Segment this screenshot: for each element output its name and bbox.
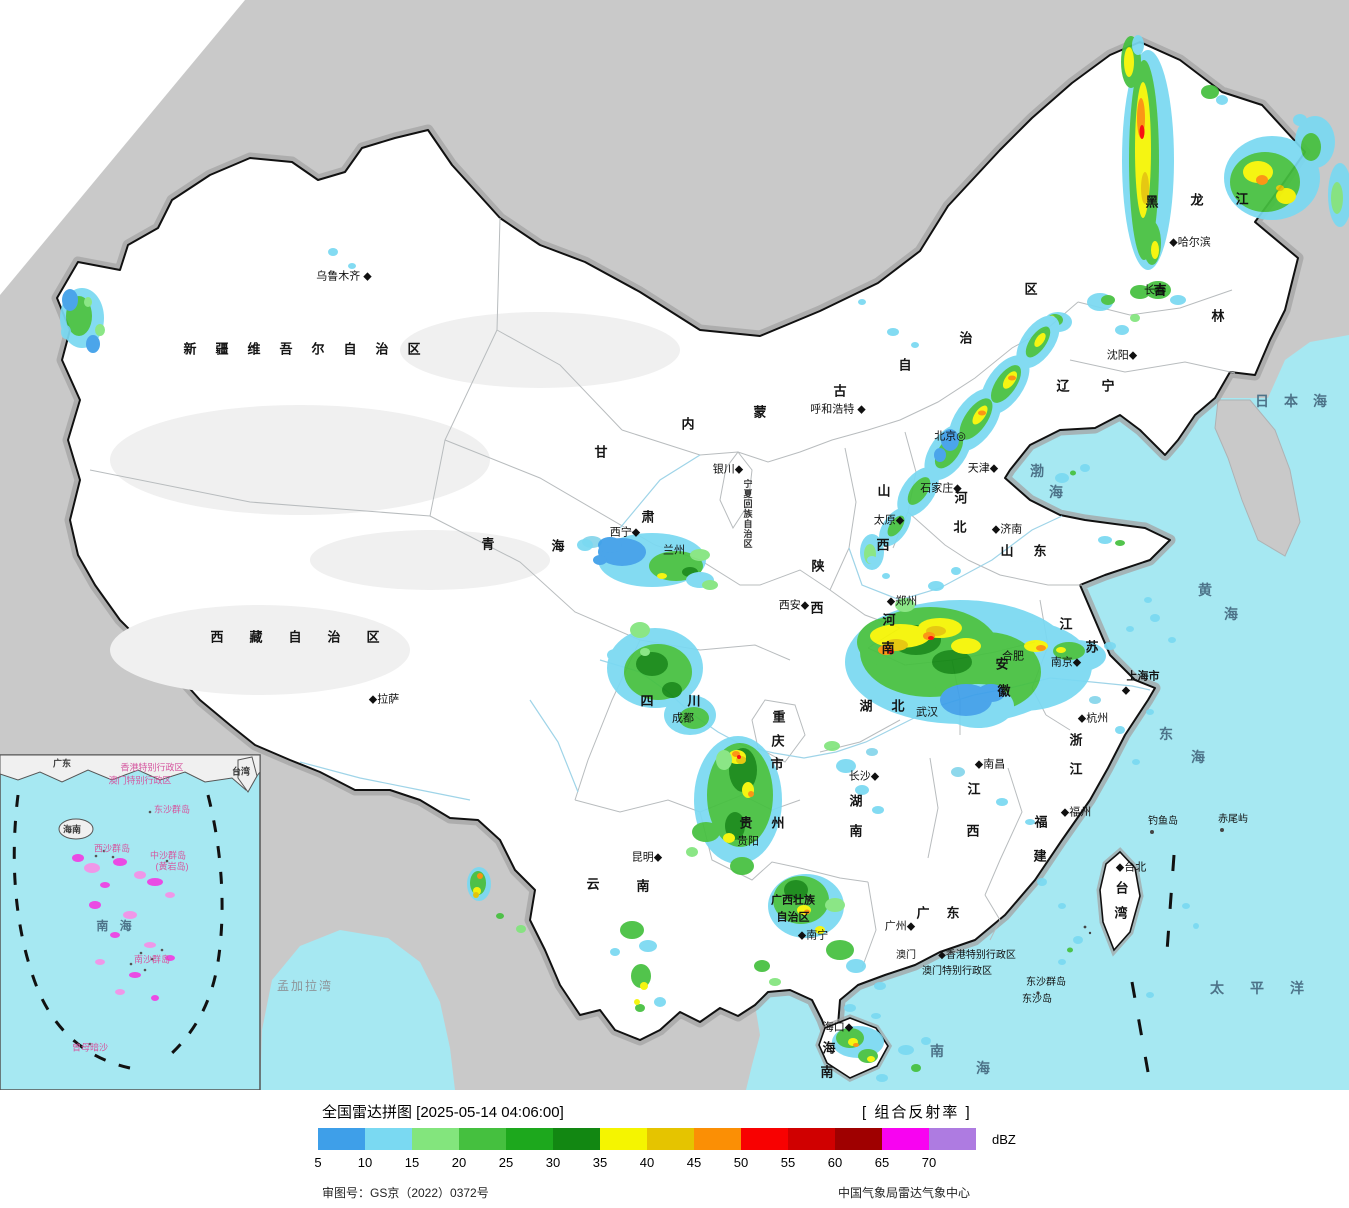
legend-color-block bbox=[506, 1128, 553, 1150]
legend-swatch-10: 10 bbox=[358, 1128, 412, 1170]
legend-value: 40 bbox=[639, 1155, 655, 1170]
legend-swatch-20: 20 bbox=[452, 1128, 506, 1170]
bay-of-bengal bbox=[260, 930, 455, 1090]
legend-color-block bbox=[741, 1128, 788, 1150]
legend-color-block bbox=[929, 1128, 976, 1150]
sea-area bbox=[260, 335, 1349, 1090]
legend-swatch-5: 5 bbox=[314, 1128, 365, 1170]
base-map bbox=[0, 0, 1349, 1090]
color-scale: 5 10 15 20 25 30 35 40 45 50 55 60 65 70 bbox=[314, 1128, 976, 1170]
legend-swatch-55: 55 bbox=[781, 1128, 835, 1170]
legend-value: 60 bbox=[827, 1155, 843, 1170]
inset-radar-echoes bbox=[72, 854, 175, 1001]
legend-color-block bbox=[788, 1128, 835, 1150]
legend-value: 55 bbox=[780, 1155, 796, 1170]
legend-value: 10 bbox=[357, 1155, 373, 1170]
inset-nine-dash-line bbox=[12, 794, 224, 1070]
small-islands bbox=[1036, 828, 1224, 995]
map-title: 全国雷达拼图 [2025-05-14 04:06:00] bbox=[322, 1104, 564, 1121]
legend-swatch-40: 40 bbox=[640, 1128, 694, 1170]
legend-swatch-25: 25 bbox=[499, 1128, 553, 1170]
legend-color-block bbox=[600, 1128, 647, 1150]
south-china-sea-inset bbox=[0, 754, 261, 1090]
legend-value: 25 bbox=[498, 1155, 514, 1170]
taiwan-island bbox=[1096, 847, 1144, 957]
legend-swatch-45: 45 bbox=[687, 1128, 741, 1170]
legend-color-block bbox=[835, 1128, 882, 1150]
legend-swatch-65: 65 bbox=[875, 1128, 929, 1170]
legend-color-block bbox=[647, 1128, 694, 1150]
legend-swatch-70: 70 bbox=[922, 1128, 976, 1170]
legend-value: 70 bbox=[921, 1155, 937, 1170]
unit-label: dBZ bbox=[992, 1132, 1016, 1147]
radar-echoes bbox=[60, 35, 1349, 1082]
legend-bar: 全国雷达拼图 [2025-05-14 04:06:00] [ 组合反射率 ] 5… bbox=[0, 1090, 1349, 1208]
legend-color-block bbox=[694, 1128, 741, 1150]
legend-swatch-60: 60 bbox=[828, 1128, 882, 1170]
inset-islands bbox=[88, 810, 169, 1046]
map-approval-number: 审图号：GS京（2022）0372号 bbox=[322, 1186, 489, 1200]
legend-swatch-30: 30 bbox=[546, 1128, 600, 1170]
legend-swatch-35: 35 bbox=[593, 1128, 647, 1170]
product-name: [ 组合反射率 ] bbox=[862, 1104, 972, 1121]
legend-color-block bbox=[412, 1128, 459, 1150]
legend-swatch-15: 15 bbox=[405, 1128, 459, 1170]
legend-value: 35 bbox=[592, 1155, 608, 1170]
china-radar-map: 新疆维吾尔自治区西藏自治区青海甘肃内蒙古自治区陕西山西河北山东河南江苏安徽湖北浙… bbox=[0, 0, 1349, 1090]
legend-swatch-50: 50 bbox=[734, 1128, 788, 1170]
legend-value: 20 bbox=[451, 1155, 467, 1170]
legend-value: 30 bbox=[545, 1155, 561, 1170]
legend-value: 50 bbox=[733, 1155, 749, 1170]
inset-hainan bbox=[58, 818, 94, 840]
data-region-corner bbox=[0, 0, 245, 295]
korea-peninsula bbox=[1214, 399, 1301, 557]
agency-credit: 中国气象局雷达气象中心 bbox=[838, 1186, 971, 1200]
legend-color-block bbox=[553, 1128, 600, 1150]
legend-value: 15 bbox=[404, 1155, 420, 1170]
legend-value: 45 bbox=[686, 1155, 702, 1170]
legend-value: 65 bbox=[874, 1155, 890, 1170]
legend-color-block bbox=[365, 1128, 412, 1150]
boundary-dashes bbox=[1130, 854, 1176, 1073]
legend-color-block bbox=[459, 1128, 506, 1150]
inset-taiwan bbox=[237, 756, 258, 793]
legend-color-block bbox=[882, 1128, 929, 1150]
terrain-shading bbox=[110, 312, 680, 695]
legend-color-block bbox=[318, 1128, 365, 1150]
legend-value: 5 bbox=[314, 1155, 322, 1170]
